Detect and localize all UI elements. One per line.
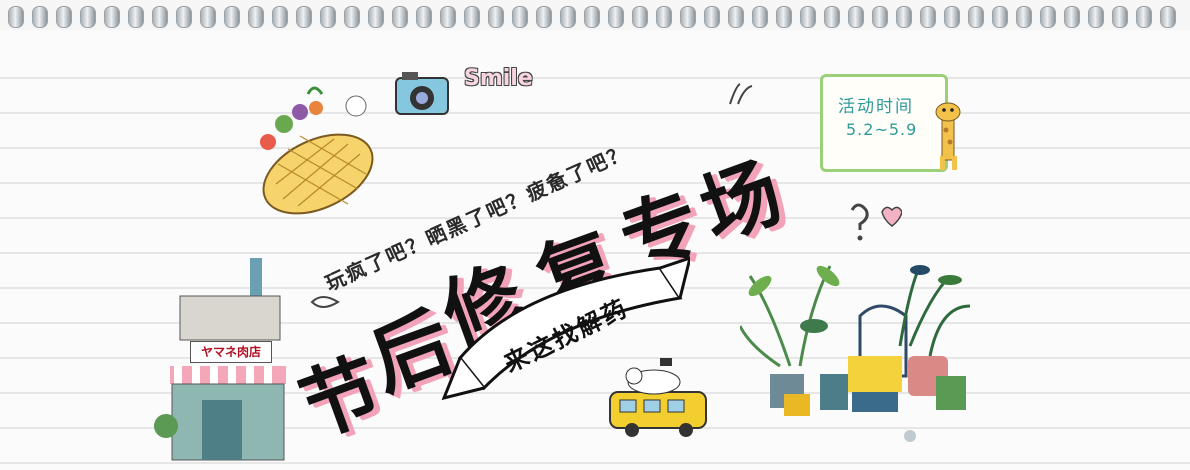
- leaf-doodle: [310, 296, 340, 308]
- cat-bus-illustration: [609, 358, 707, 437]
- pineapple-basket-illustration: [260, 86, 374, 215]
- spiral-ring: [944, 6, 960, 28]
- spiral-ring: [680, 6, 696, 28]
- spiral-ring: [704, 6, 720, 28]
- spiral-ring: [104, 6, 120, 28]
- event-time-box: [820, 74, 948, 172]
- spiral-ring: [1016, 6, 1032, 28]
- spiral-ring: [608, 6, 624, 28]
- spiral-ring: [176, 6, 192, 28]
- spiral-ring: [296, 6, 312, 28]
- spiral-ring: [1064, 6, 1080, 28]
- spiral-ring: [56, 6, 72, 28]
- giraffe-illustration: [935, 102, 961, 170]
- spiral-ring: [32, 6, 48, 28]
- spiral-binding: [0, 0, 1190, 30]
- camera-illustration: [395, 72, 449, 115]
- spiral-ring: [392, 6, 408, 28]
- spiral-ring: [128, 6, 144, 28]
- spiral-ring: [1112, 6, 1128, 28]
- spiral-ring: [272, 6, 288, 28]
- event-dates: 5.2~5.9: [846, 120, 918, 139]
- spiral-ring: [416, 6, 432, 28]
- leaf-doodle: [729, 83, 753, 105]
- spiral-ring: [1160, 6, 1176, 28]
- spiral-ring: [464, 6, 480, 28]
- shop-sign: ヤマネ肉店: [190, 341, 272, 363]
- spiral-ring: [8, 6, 24, 28]
- spiral-ring: [632, 6, 648, 28]
- question-heart-doodle: [850, 203, 902, 241]
- spiral-ring: [320, 6, 336, 28]
- ribbon-banner: [441, 256, 690, 401]
- spiral-ring: [1088, 6, 1104, 28]
- spiral-ring: [1136, 6, 1152, 28]
- spiral-ring: [224, 6, 240, 28]
- potted-plants-illustration: [740, 265, 971, 442]
- spiral-ring: [968, 6, 984, 28]
- spiral-ring: [344, 6, 360, 28]
- spiral-ring: [440, 6, 456, 28]
- spiral-ring: [80, 6, 96, 28]
- spiral-ring: [800, 6, 816, 28]
- spiral-ring: [1040, 6, 1056, 28]
- spiral-ring: [752, 6, 768, 28]
- spiral-ring: [560, 6, 576, 28]
- shop-illustration: [154, 258, 286, 461]
- spiral-ring: [368, 6, 384, 28]
- spiral-ring: [584, 6, 600, 28]
- spiral-ring: [512, 6, 528, 28]
- spiral-ring: [848, 6, 864, 28]
- spiral-ring: [488, 6, 504, 28]
- event-time-label: 活动时间: [838, 97, 914, 117]
- spiral-ring: [656, 6, 672, 28]
- spiral-ring: [776, 6, 792, 28]
- spiral-ring: [920, 6, 936, 28]
- spiral-ring: [728, 6, 744, 28]
- spiral-ring: [824, 6, 840, 28]
- spiral-ring: [536, 6, 552, 28]
- smile-sticker: Smile: [464, 66, 533, 91]
- spiral-ring: [248, 6, 264, 28]
- spiral-ring: [872, 6, 888, 28]
- spiral-ring: [200, 6, 216, 28]
- spiral-ring: [896, 6, 912, 28]
- spiral-ring: [152, 6, 168, 28]
- spiral-ring: [992, 6, 1008, 28]
